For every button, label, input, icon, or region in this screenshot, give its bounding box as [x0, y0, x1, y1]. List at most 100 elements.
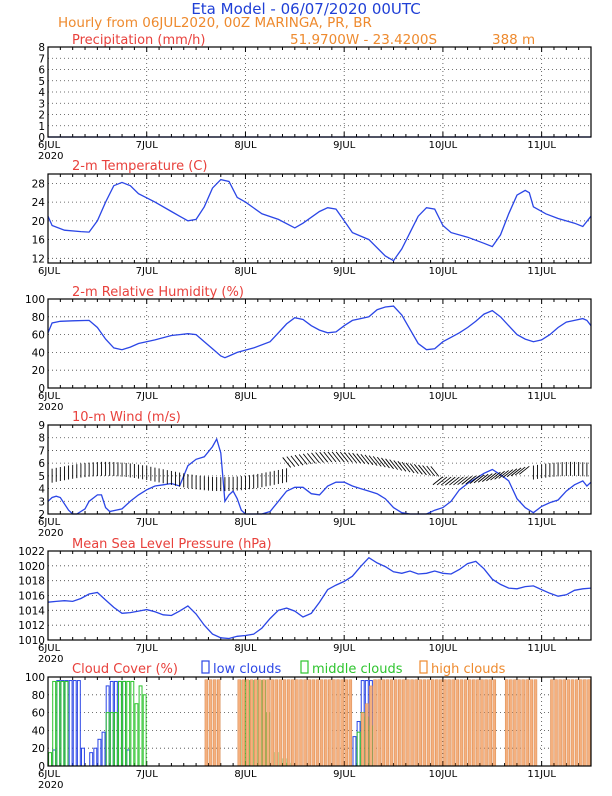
- cloud-bar-middle: [122, 680, 127, 767]
- precip-y-tick-label: 0: [38, 132, 45, 144]
- wind-x-tick-label: 9JUL: [333, 517, 356, 528]
- wind-arrow: [323, 451, 333, 463]
- wind-arrow: [494, 470, 505, 480]
- precip-x-tick-label: 6JUL: [38, 140, 61, 151]
- legend-high-clouds: high clouds: [431, 662, 506, 677]
- cloud-bar-middle: [64, 680, 69, 767]
- cloud-bar-high: [488, 679, 492, 767]
- cloud-bar-high: [492, 679, 497, 767]
- cloud-bar-high: [303, 679, 307, 767]
- precip-y-tick-label: 2: [38, 110, 45, 122]
- cloud-bar-low: [89, 752, 94, 767]
- cloud-y-tick-label: 0: [38, 761, 45, 773]
- cloud-bar-high: [402, 679, 406, 767]
- cloud-bar-high: [463, 679, 468, 767]
- precip-x-tick-label: 11JUL: [527, 140, 556, 151]
- precip-y-tick-label: 1: [38, 121, 45, 133]
- wind-arrow: [385, 458, 394, 470]
- cloud-bar-high: [299, 679, 303, 767]
- cloud-bar-high: [521, 679, 525, 767]
- cloud-bar-high: [570, 679, 575, 767]
- pressure-y-tick-label: 1022: [18, 546, 45, 558]
- wind-arrow: [393, 460, 403, 471]
- pressure-x-tick-label: 9JUL: [333, 643, 356, 654]
- cloud-bar-high: [385, 679, 390, 767]
- wind-x-tick-label: 6JUL: [38, 517, 61, 528]
- cloud-bar-high: [381, 679, 385, 767]
- wind-arrow: [298, 454, 308, 465]
- cloud-bar-high: [278, 679, 283, 767]
- wind-x-tick-label: 7JUL: [136, 517, 159, 528]
- cloud-bar-low: [72, 680, 77, 767]
- cloud-bar-high: [291, 679, 295, 767]
- cloud-bar-high: [208, 679, 213, 767]
- wind-frame: [47, 424, 592, 515]
- wind-arrow: [376, 456, 386, 468]
- wind-arrow: [432, 476, 444, 486]
- cloud-bar-high: [509, 679, 513, 767]
- cloud-bar-high: [472, 679, 476, 767]
- rh-x-tick-label: 6JUL: [38, 391, 61, 402]
- wind-arrow: [389, 459, 399, 470]
- wind-arrow: [453, 476, 464, 486]
- wind-arrow: [348, 452, 357, 464]
- cloud-bar-high: [332, 679, 336, 767]
- legend-swatch-low: [201, 660, 210, 674]
- cloud-bar-middle: [113, 712, 118, 767]
- wind-series-line: [47, 437, 592, 515]
- cloud-bar-high: [439, 679, 443, 767]
- cloud-x-tick-label: 7JUL: [136, 769, 159, 780]
- wind-arrow: [331, 451, 341, 463]
- cloud-bar-high: [484, 679, 488, 767]
- rh-y-tick-label: 20: [32, 365, 45, 377]
- rh-x-tick-label: 7JUL: [136, 391, 159, 402]
- precip-y-tick-label: 3: [38, 98, 45, 110]
- temp-x-tick-label: 9JUL: [333, 266, 356, 277]
- rh-panel: 0 20 40 60 80 100 6JUL 7JUL 8JUL 9JUL 10JUL 11JUL 20…: [25, 294, 592, 413]
- wind-arrow: [401, 461, 411, 473]
- rh-y-tick-label: 80: [32, 312, 45, 324]
- cloud-bar-high: [344, 679, 348, 767]
- cloud-bar-high: [311, 679, 316, 767]
- chart-subtitle: Hourly from 06JUL2020, 00Z MARINGA, PR, …: [58, 15, 372, 31]
- rh-frame: [47, 298, 592, 389]
- cloud-bar-high: [525, 679, 529, 767]
- cloud-bar-high: [369, 685, 373, 767]
- cloud-bar-high: [422, 679, 427, 767]
- rh-y-tick-label: 40: [32, 347, 45, 359]
- temp-frame: [47, 173, 592, 264]
- wind-arrow: [457, 476, 468, 486]
- temp-x-tick-label: 8JUL: [234, 266, 257, 277]
- wind-arrow: [461, 476, 472, 485]
- cloud-bar-high: [204, 679, 209, 767]
- cloud-bar-high: [373, 679, 377, 767]
- cloud-bar-high: [241, 679, 246, 767]
- wind-arrow: [498, 470, 510, 479]
- legend-middle-clouds: middle clouds: [312, 662, 403, 677]
- cloud-bar-high: [295, 679, 299, 767]
- cloud-x-tick-label: 10JUL: [429, 769, 458, 780]
- pressure-x-tick-label: 11JUL: [527, 643, 556, 654]
- cloud-bar-high: [319, 679, 324, 767]
- legend-swatch-middle: [300, 660, 309, 674]
- pressure-panel: 1010 1012 1014 1016 1018 1020 1022 6JUL 7JUL 8JUL…: [18, 546, 592, 665]
- wind-arrow: [327, 451, 337, 463]
- cloud-bar-high: [286, 679, 291, 767]
- precip-y-tick-label: 5: [38, 76, 45, 88]
- cloud-bar-low: [93, 747, 98, 767]
- cloud-bar-high: [254, 679, 258, 767]
- wind-panel-title: 10-m Wind (m/s): [72, 410, 181, 425]
- temp-panel-title: 2-m Temperature (C): [72, 159, 207, 174]
- temp-y-tick-label: 24: [32, 197, 46, 209]
- wind-arrow: [449, 476, 460, 486]
- precip-y-tick-label: 8: [38, 42, 45, 54]
- wind-arrow: [282, 457, 292, 468]
- wind-arrow: [286, 456, 296, 467]
- wind-arrow: [481, 473, 493, 482]
- wind-arrow: [510, 467, 522, 477]
- wind-arrow: [506, 468, 518, 478]
- cloud-bar-middle: [52, 680, 57, 767]
- wind-arrow: [490, 471, 501, 481]
